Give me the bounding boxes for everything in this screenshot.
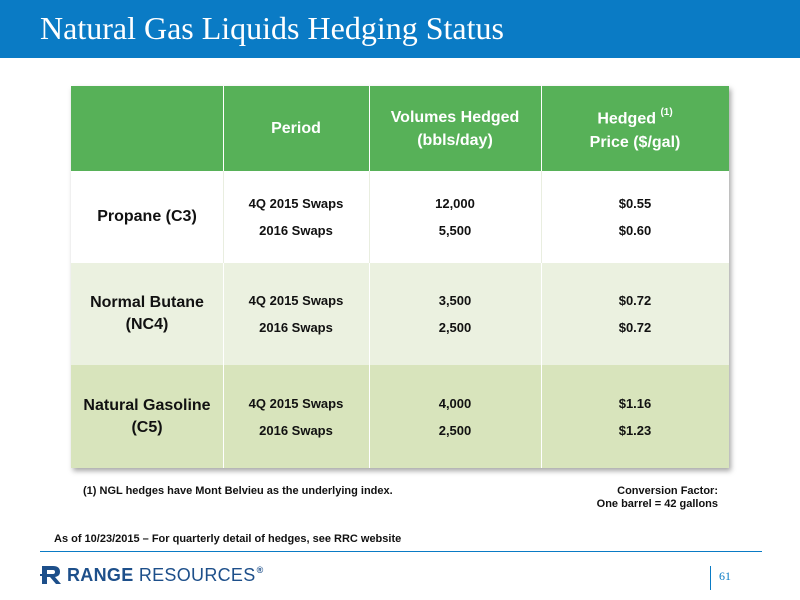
header-price-footnote-ref: (1) bbox=[660, 107, 673, 119]
range-logo-icon bbox=[40, 566, 61, 584]
page-number: 61 bbox=[719, 569, 731, 583]
table-header-row: Period Volumes Hedged (bbls/day) Hedged … bbox=[71, 86, 729, 171]
product-cell: Natural Gasoline (C5) bbox=[71, 365, 223, 468]
period-value: 2016 Swaps bbox=[259, 320, 333, 335]
price-value: $0.72 bbox=[618, 320, 652, 335]
page-number-divider bbox=[710, 566, 711, 590]
period-cell: 4Q 2015 Swaps 2016 Swaps bbox=[223, 171, 369, 263]
column-divider bbox=[369, 263, 370, 365]
volume-value: 5,500 bbox=[438, 223, 472, 238]
volume-cell: 4,000 2,500 bbox=[369, 365, 541, 468]
header-period-label: Period bbox=[271, 120, 321, 137]
as-of-note: As of 10/23/2015 – For quarterly detail … bbox=[54, 533, 402, 545]
company-logo: RANGE RESOURCES® bbox=[40, 562, 264, 588]
column-divider bbox=[369, 365, 370, 468]
volume-value: 3,500 bbox=[438, 293, 472, 308]
product-name: Normal Butane bbox=[90, 294, 204, 311]
header-period: Period bbox=[223, 86, 369, 171]
footnote: (1) NGL hedges have Mont Belvieu as the … bbox=[83, 485, 393, 497]
period-cell: 4Q 2015 Swaps 2016 Swaps bbox=[223, 263, 369, 365]
conversion-factor: Conversion Factor: One barrel = 42 gallo… bbox=[597, 485, 718, 511]
volume-cell: 3,500 2,500 bbox=[369, 263, 541, 365]
hedging-table: Period Volumes Hedged (bbls/day) Hedged … bbox=[71, 86, 729, 468]
period-value: 2016 Swaps bbox=[259, 223, 333, 238]
header-volumes: Volumes Hedged (bbls/day) bbox=[369, 86, 541, 171]
logo-wordmark: RANGE RESOURCES® bbox=[67, 565, 264, 586]
header-price: Hedged (1) Price ($/gal) bbox=[541, 86, 729, 171]
volume-value: 12,000 bbox=[435, 196, 475, 211]
period-cell: 4Q 2015 Swaps 2016 Swaps bbox=[223, 365, 369, 468]
logo-word-range: RANGE bbox=[67, 564, 134, 585]
price-value: $0.55 bbox=[618, 196, 652, 211]
column-divider bbox=[369, 171, 370, 263]
price-value: $0.60 bbox=[618, 223, 652, 238]
product-name: Natural Gasoline bbox=[83, 396, 211, 414]
price-cell: $0.55 $0.60 bbox=[541, 171, 729, 263]
column-divider bbox=[223, 365, 224, 468]
header-product-cell bbox=[71, 86, 223, 171]
volume-cell: 12,000 5,500 bbox=[369, 171, 541, 263]
product-code: (NC4) bbox=[125, 316, 169, 333]
product-code: (C5) bbox=[131, 418, 163, 436]
price-value: $0.72 bbox=[618, 293, 652, 308]
volume-value: 2,500 bbox=[438, 422, 472, 438]
table-row: Propane (C3) 4Q 2015 Swaps 2016 Swaps 12… bbox=[71, 171, 729, 263]
product-cell: Normal Butane (NC4) bbox=[71, 263, 223, 365]
conversion-value: One barrel = 42 gallons bbox=[596, 498, 718, 510]
footer-divider bbox=[40, 551, 762, 552]
column-divider bbox=[369, 86, 370, 171]
period-value: 4Q 2015 Swaps bbox=[248, 196, 344, 211]
header-price-unit: Price ($/gal) bbox=[589, 133, 681, 151]
column-divider bbox=[223, 263, 224, 365]
title-bar: Natural Gas Liquids Hedging Status bbox=[0, 0, 800, 58]
table-row: Normal Butane (NC4) 4Q 2015 Swaps 2016 S… bbox=[71, 263, 729, 365]
column-divider bbox=[541, 365, 542, 468]
column-divider bbox=[223, 86, 224, 171]
header-volumes-label: Volumes Hedged bbox=[390, 108, 520, 126]
price-cell: $0.72 $0.72 bbox=[541, 263, 729, 365]
column-divider bbox=[541, 86, 542, 171]
page-title: Natural Gas Liquids Hedging Status bbox=[40, 10, 504, 46]
logo-registered-mark: ® bbox=[256, 564, 264, 575]
column-divider bbox=[223, 171, 224, 263]
header-volumes-unit: (bbls/day) bbox=[417, 131, 493, 149]
header-price-line1: Hedged (1) bbox=[597, 103, 672, 130]
column-divider bbox=[541, 263, 542, 365]
product-name: Propane (C3) bbox=[97, 208, 197, 225]
volume-value: 2,500 bbox=[438, 320, 472, 335]
period-value: 2016 Swaps bbox=[259, 422, 333, 438]
column-divider bbox=[541, 171, 542, 263]
price-cell: $1.16 $1.23 bbox=[541, 365, 729, 468]
period-value: 4Q 2015 Swaps bbox=[248, 293, 344, 308]
product-cell: Propane (C3) bbox=[71, 171, 223, 263]
logo-word-resources: RESOURCES bbox=[138, 564, 256, 585]
price-value: $1.23 bbox=[618, 422, 652, 438]
price-value: $1.16 bbox=[618, 395, 652, 411]
period-value: 4Q 2015 Swaps bbox=[248, 395, 344, 411]
header-price-label: Hedged bbox=[597, 110, 656, 128]
table-row: Natural Gasoline (C5) 4Q 2015 Swaps 2016… bbox=[71, 365, 729, 468]
conversion-title: Conversion Factor: bbox=[617, 485, 718, 497]
volume-value: 4,000 bbox=[438, 395, 472, 411]
